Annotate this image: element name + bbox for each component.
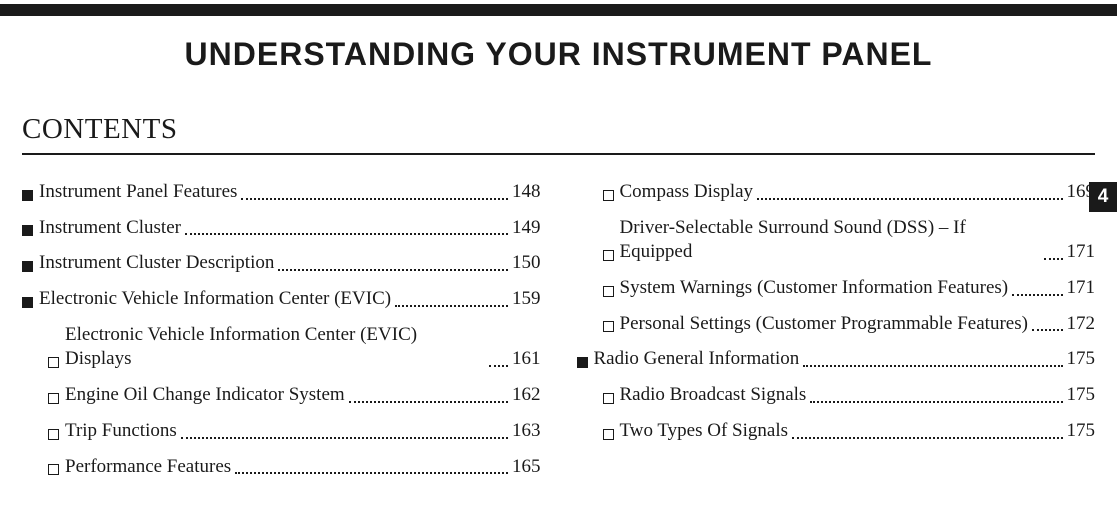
solid-square-icon: [22, 190, 33, 201]
hollow-square-icon: [603, 429, 614, 440]
toc-label: Two Types Of Signals: [620, 419, 789, 444]
toc-page-number: 149: [512, 216, 541, 241]
toc-label: Personal Settings (Customer Programmable…: [620, 312, 1028, 337]
toc-label: Compass Display: [620, 180, 754, 205]
chapter-title: UNDERSTANDING YOUR INSTRUMENT PANEL: [0, 36, 1117, 73]
toc-page-number: 175: [1067, 347, 1096, 372]
toc-page-number: 172: [1067, 312, 1096, 337]
solid-square-icon: [577, 357, 588, 368]
toc-label: Engine Oil Change Indicator System: [65, 383, 345, 408]
toc-entry: Two Types Of Signals 175: [577, 419, 1096, 444]
dot-leader: [810, 401, 1062, 403]
toc-label: Radio General Information: [594, 347, 800, 372]
toc-label: Driver-Selectable Surround Sound (DSS) –…: [620, 216, 1040, 265]
dot-leader: [792, 437, 1062, 439]
dot-leader: [278, 269, 508, 271]
dot-leader: [349, 401, 508, 403]
toc-label: Electronic Vehicle Information Center (E…: [39, 287, 391, 312]
toc-page-number: 148: [512, 180, 541, 205]
dot-leader: [1032, 329, 1063, 331]
toc-page-number: 171: [1067, 276, 1096, 301]
toc-label: Instrument Cluster: [39, 216, 181, 241]
dot-leader: [181, 437, 508, 439]
hollow-square-icon: [603, 250, 614, 261]
toc-entry: Trip Functions 163: [22, 419, 541, 444]
dot-leader: [235, 472, 508, 474]
toc-entry: Instrument Panel Features 148: [22, 180, 541, 205]
toc-entry: Personal Settings (Customer Programmable…: [577, 312, 1096, 337]
toc-page-number: 163: [512, 419, 541, 444]
toc-page-number: 175: [1067, 419, 1096, 444]
top-black-bar: [0, 4, 1117, 16]
dot-leader: [395, 305, 508, 307]
hollow-square-icon: [48, 429, 59, 440]
toc-page-number: 150: [512, 251, 541, 276]
toc-entry: Radio Broadcast Signals 175: [577, 383, 1096, 408]
dot-leader: [185, 233, 508, 235]
dot-leader: [489, 365, 508, 367]
solid-square-icon: [22, 225, 33, 236]
dot-leader: [1044, 258, 1063, 260]
hollow-square-icon: [603, 286, 614, 297]
contents-heading: CONTENTS: [22, 113, 177, 146]
toc-label: Trip Functions: [65, 419, 177, 444]
hollow-square-icon: [603, 321, 614, 332]
toc-label: Instrument Cluster Description: [39, 251, 274, 276]
toc-entry: Driver-Selectable Surround Sound (DSS) –…: [577, 216, 1096, 265]
toc-page-number: 159: [512, 287, 541, 312]
toc-label: Performance Features: [65, 455, 231, 480]
toc-page-number: 171: [1067, 240, 1096, 265]
toc-entry: Instrument Cluster Description 150: [22, 251, 541, 276]
toc-entry: Compass Display169: [577, 180, 1096, 205]
toc-label: Instrument Panel Features: [39, 180, 237, 205]
toc-entry: Electronic Vehicle Information Center (E…: [22, 287, 541, 312]
toc-label: Electronic Vehicle Information Center (E…: [65, 323, 485, 372]
dot-leader: [803, 365, 1062, 367]
contents-divider: [22, 153, 1095, 155]
hollow-square-icon: [603, 393, 614, 404]
toc-label: Radio Broadcast Signals: [620, 383, 807, 408]
dot-leader: [241, 198, 508, 200]
toc-entry: Performance Features 165: [22, 455, 541, 480]
section-tab: 4: [1089, 182, 1117, 212]
toc-page-number: 165: [512, 455, 541, 480]
toc-entry: Electronic Vehicle Information Center (E…: [22, 323, 541, 372]
toc-entry: System Warnings (Customer Information Fe…: [577, 276, 1096, 301]
toc-page-number: 162: [512, 383, 541, 408]
toc-label: System Warnings (Customer Information Fe…: [620, 276, 1009, 301]
toc-entry: Radio General Information 175: [577, 347, 1096, 372]
dot-leader: [757, 198, 1062, 200]
hollow-square-icon: [48, 393, 59, 404]
hollow-square-icon: [48, 357, 59, 368]
toc-page-number: 175: [1067, 383, 1096, 408]
dot-leader: [1012, 294, 1062, 296]
toc-left-column: Instrument Panel Features 148 Instrument C…: [22, 180, 541, 490]
toc-entry: Instrument Cluster 149: [22, 216, 541, 241]
toc-right-column: Compass Display169 Driver-Selectable Surr…: [577, 180, 1096, 490]
solid-square-icon: [22, 261, 33, 272]
toc-columns: Instrument Panel Features 148 Instrument C…: [22, 180, 1095, 490]
solid-square-icon: [22, 297, 33, 308]
hollow-square-icon: [603, 190, 614, 201]
toc-page-number: 161: [512, 347, 541, 372]
hollow-square-icon: [48, 464, 59, 475]
toc-entry: Engine Oil Change Indicator System 162: [22, 383, 541, 408]
